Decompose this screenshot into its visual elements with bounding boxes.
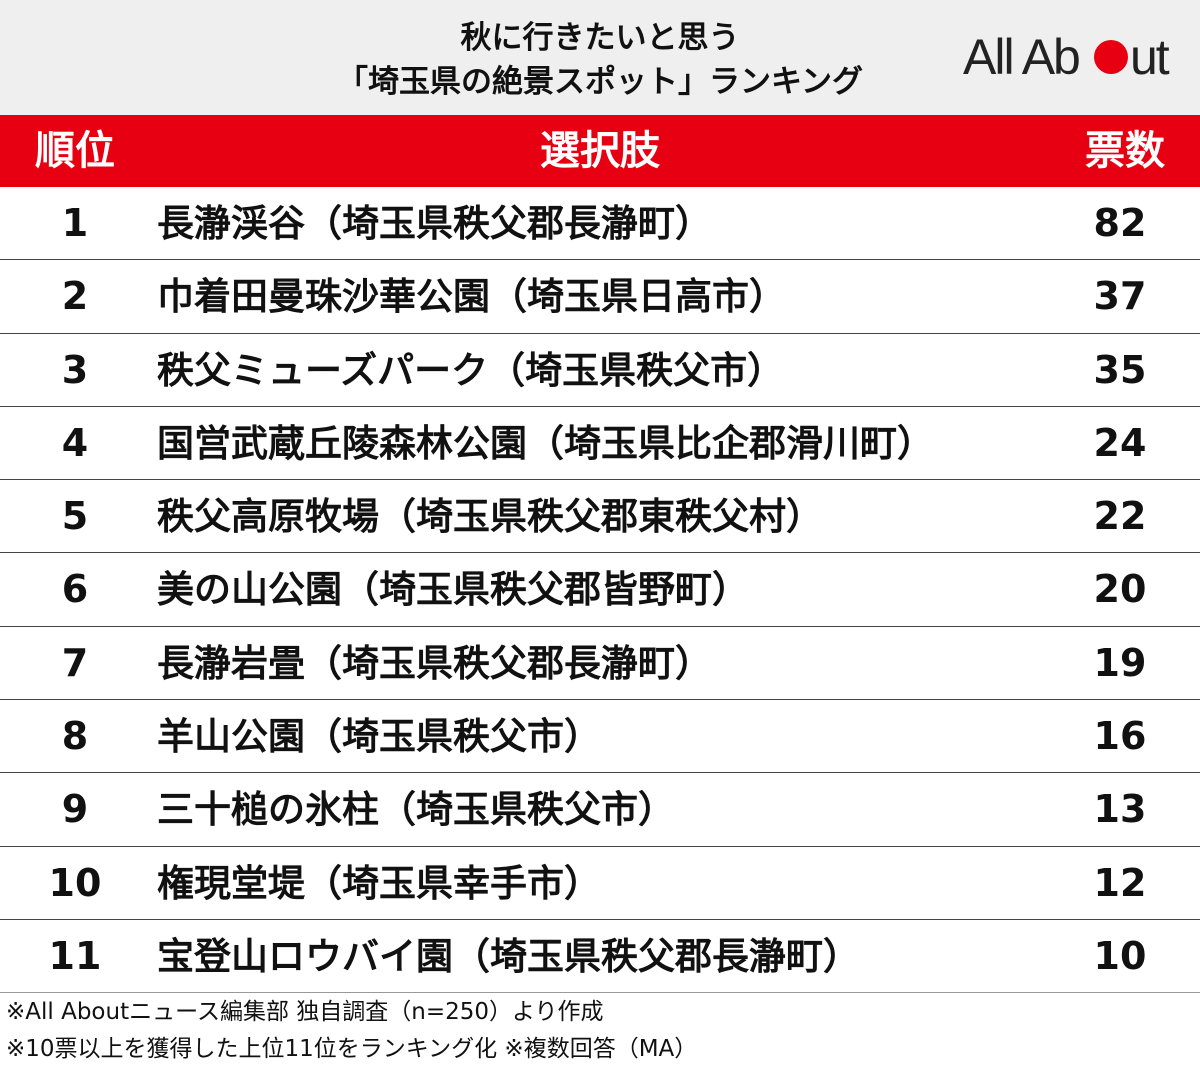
header-choice: 選択肢 bbox=[540, 128, 660, 174]
all-about-logo: All Ab ut bbox=[963, 29, 1172, 85]
row-choice: 巾着田曼珠沙華公園（埼玉県日高市） bbox=[157, 275, 786, 319]
chart-header: 秋に行きたいと思う 「埼玉県の絶景スポット」ランキング All Ab ut bbox=[0, 0, 1200, 115]
row-rank: 8 bbox=[61, 714, 89, 759]
table-row: 5 秩父高原牧場（埼玉県秩父郡東秩父村） 22 bbox=[0, 480, 1200, 554]
title-line-2: 「埼玉県の絶景スポット」ランキング bbox=[336, 64, 864, 100]
row-rank: 11 bbox=[48, 933, 102, 978]
footer-notes: ※All Aboutニュース編集部 独自調査（n=250）より作成 ※10票以上… bbox=[0, 994, 1200, 1068]
chart-title: 秋に行きたいと思う 「埼玉県の絶景スポット」ランキング bbox=[0, 16, 1200, 104]
row-rank: 2 bbox=[61, 274, 89, 319]
row-votes: 24 bbox=[1093, 420, 1147, 465]
row-rank: 9 bbox=[61, 787, 89, 832]
row-votes: 22 bbox=[1093, 494, 1147, 539]
row-votes: 20 bbox=[1093, 567, 1147, 612]
row-choice: 美の山公園（埼玉県秩父郡皆野町） bbox=[157, 568, 749, 612]
row-choice: 長瀞岩畳（埼玉県秩父郡長瀞町） bbox=[157, 641, 712, 685]
row-rank: 3 bbox=[61, 347, 89, 392]
row-votes: 19 bbox=[1093, 640, 1147, 685]
ranking-table-body: 1 長瀞渓谷（埼玉県秩父郡長瀞町） 82 2 巾着田曼珠沙華公園（埼玉県日高市） 37 3 秩… bbox=[0, 187, 1200, 994]
row-rank: 10 bbox=[48, 860, 102, 905]
header-rank: 順位 bbox=[35, 128, 115, 174]
row-votes: 12 bbox=[1093, 860, 1147, 905]
table-row: 10 権現堂堤（埼玉県幸手市） 12 bbox=[0, 847, 1200, 920]
row-votes: 13 bbox=[1093, 787, 1147, 832]
table-row: 3 秩父ミューズパーク（埼玉県秩父市） 35 bbox=[0, 334, 1200, 407]
row-rank: 7 bbox=[61, 640, 89, 685]
svg-text:All Ab: All Ab bbox=[963, 29, 1079, 85]
row-votes: 35 bbox=[1093, 347, 1147, 392]
table-row: 11 宝登山ロウバイ園（埼玉県秩父郡長瀞町） 10 bbox=[0, 920, 1200, 994]
table-header-row: 順位 選択肢 票数 bbox=[0, 115, 1200, 187]
table-row: 6 美の山公園（埼玉県秩父郡皆野町） 20 bbox=[0, 553, 1200, 627]
row-votes: 16 bbox=[1093, 714, 1147, 759]
row-choice: 秩父高原牧場（埼玉県秩父郡東秩父村） bbox=[157, 495, 823, 539]
row-rank: 5 bbox=[61, 494, 89, 539]
table-row: 1 長瀞渓谷（埼玉県秩父郡長瀞町） 82 bbox=[0, 187, 1200, 261]
svg-text:ut: ut bbox=[1130, 29, 1170, 85]
table-row: 9 三十槌の氷柱（埼玉県秩父市） 13 bbox=[0, 773, 1200, 847]
header-votes: 票数 bbox=[1085, 128, 1165, 174]
row-choice: 羊山公園（埼玉県秩父市） bbox=[157, 715, 601, 759]
row-choice: 三十槌の氷柱（埼玉県秩父市） bbox=[157, 788, 675, 832]
row-rank: 1 bbox=[61, 201, 89, 245]
row-votes: 82 bbox=[1093, 201, 1147, 245]
row-rank: 4 bbox=[61, 420, 89, 465]
row-rank: 6 bbox=[61, 567, 89, 612]
table-row: 8 羊山公園（埼玉県秩父市） 16 bbox=[0, 700, 1200, 774]
row-choice: 国営武蔵丘陵森林公園（埼玉県比企郡滑川町） bbox=[157, 421, 934, 465]
row-choice: 宝登山ロウバイ園（埼玉県秩父郡長瀞町） bbox=[157, 934, 860, 978]
row-choice: 権現堂堤（埼玉県幸手市） bbox=[157, 861, 601, 905]
table-row: 7 長瀞岩畳（埼玉県秩父郡長瀞町） 19 bbox=[0, 627, 1200, 701]
row-votes: 37 bbox=[1093, 274, 1147, 319]
row-choice: 秩父ミューズパーク（埼玉県秩父市） bbox=[157, 348, 785, 392]
table-row: 4 国営武蔵丘陵森林公園（埼玉県比企郡滑川町） 24 bbox=[0, 407, 1200, 481]
row-choice: 長瀞渓谷（埼玉県秩父郡長瀞町） bbox=[157, 202, 712, 245]
table-row: 2 巾着田曼珠沙華公園（埼玉県日高市） 37 bbox=[0, 260, 1200, 334]
row-votes: 10 bbox=[1093, 933, 1147, 978]
title-line-1: 秋に行きたいと思う bbox=[460, 20, 740, 56]
footer-note-source: ※All Aboutニュース編集部 独自調査（n=250）より作成 bbox=[6, 999, 604, 1025]
footer-note-method: ※10票以上を獲得した上位11位をランキング化 ※複数回答（MA） bbox=[6, 1036, 698, 1062]
